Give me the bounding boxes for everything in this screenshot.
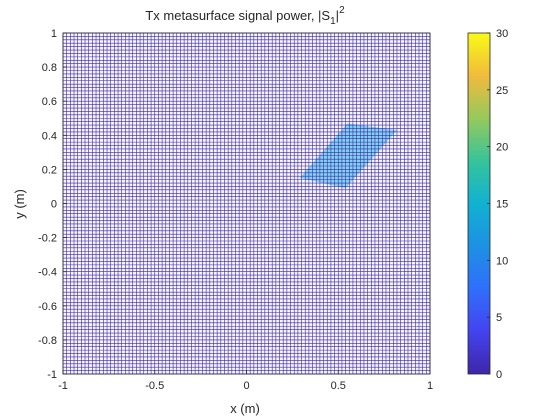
y-tick-label: 1 — [51, 28, 57, 40]
y-tick-label: -0.2 — [38, 233, 57, 245]
colorbar — [467, 32, 491, 375]
x-tick-label: 0 — [243, 380, 249, 392]
y-tick-label: -0.4 — [38, 267, 57, 279]
colorbar-tick-label: 20 — [496, 142, 508, 154]
y-axis-label: y (m) — [12, 189, 27, 219]
chart-title: Tx metasurface signal power, |S1|2 — [145, 5, 345, 27]
heatmap-grid — [62, 32, 431, 375]
title-superscript: 2 — [339, 5, 345, 16]
x-tick-label: 0.5 — [331, 380, 346, 392]
colorbar-ticks: 0 5 10 15 20 25 30 — [487, 28, 508, 381]
x-tick-label: -1 — [58, 380, 68, 392]
y-tick-label: 0.6 — [42, 96, 57, 108]
x-axis-label: x (m) — [230, 401, 260, 416]
x-tick-label: -0.5 — [145, 380, 164, 392]
y-tick-label: -1 — [47, 369, 57, 381]
title-main: Tx metasurface signal power, |S — [145, 8, 330, 23]
colorbar-tick-label: 5 — [496, 312, 502, 324]
grid-lines — [62, 32, 431, 375]
colorbar-tick-label: 25 — [496, 85, 508, 97]
colorbar-tick-label: 15 — [496, 199, 508, 211]
y-tick-label: 0 — [51, 199, 57, 211]
y-tick-label: 0.4 — [42, 130, 57, 142]
y-tick-label: 0.8 — [42, 62, 57, 74]
y-tick-label: 0.2 — [42, 164, 57, 176]
title-suffix: | — [336, 8, 339, 23]
title-subscript: 1 — [330, 16, 336, 27]
y-tick-label: -0.6 — [38, 301, 57, 313]
y-tick-label: -0.8 — [38, 335, 57, 347]
colorbar-tick-label: 10 — [496, 255, 508, 267]
x-axis-ticks: -1 -0.5 0 0.5 1 — [58, 370, 433, 392]
x-tick-label: 1 — [427, 380, 433, 392]
y-axis-ticks: -1 -0.8 -0.6 -0.4 -0.2 0 0.2 0.4 0.6 0.8 1 — [38, 28, 67, 381]
colorbar-tick-label: 30 — [496, 28, 508, 40]
colorbar-tick-label: 0 — [496, 369, 502, 381]
